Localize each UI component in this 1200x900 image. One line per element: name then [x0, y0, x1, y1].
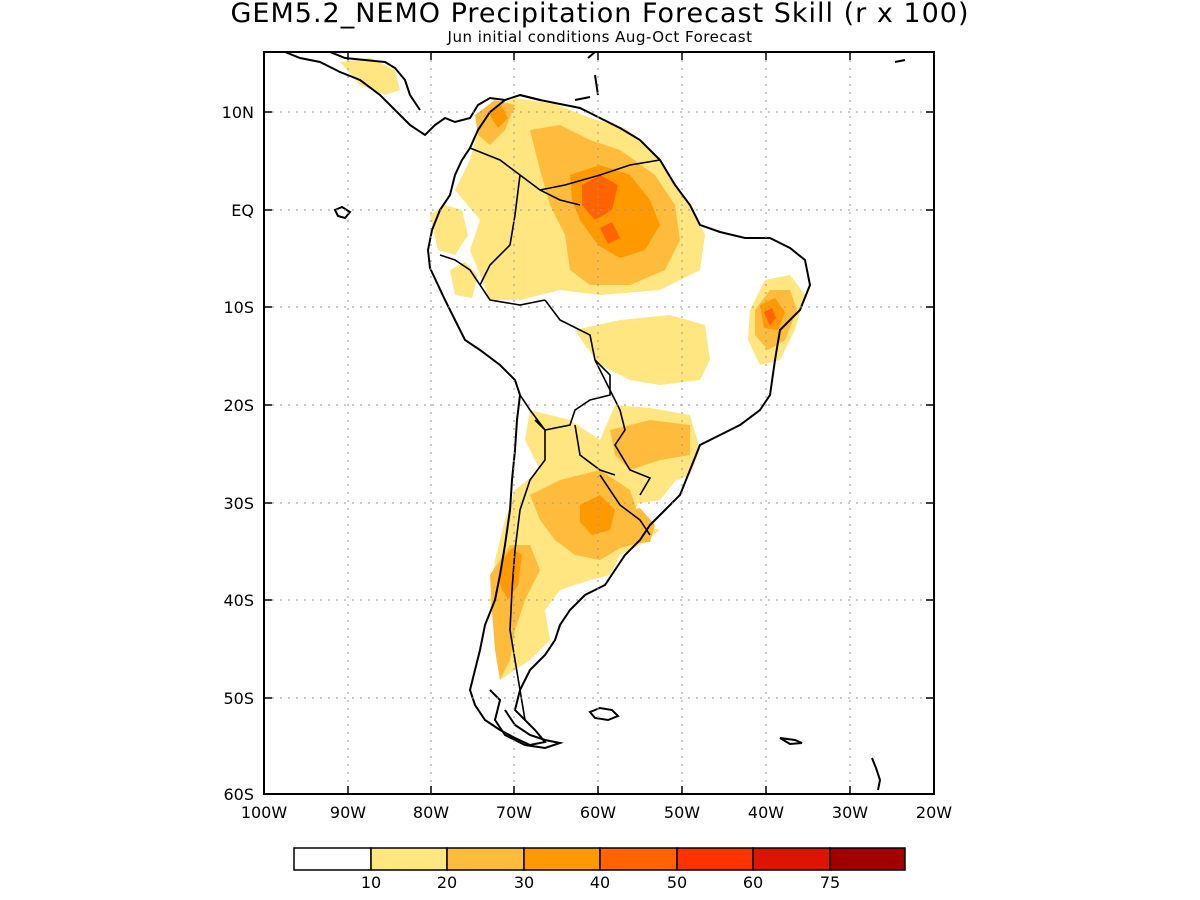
- lon-label-80w: 80W: [413, 803, 449, 822]
- shade-uruguay: [615, 508, 655, 545]
- lon-label-50w: 50W: [664, 803, 700, 822]
- shade-south-brazil: [610, 420, 690, 470]
- colorbar-label-50: 50: [667, 873, 687, 892]
- caribbean-islands: [519, 52, 906, 101]
- lat-label-eq: EQ: [231, 201, 254, 220]
- lon-label-70w: 70W: [496, 803, 532, 822]
- lon-label-20w: 20W: [916, 803, 952, 822]
- lat-label-60s: 60S: [223, 785, 254, 804]
- map-subtitle: Jun initial conditions Aug-Oct Forecast: [447, 28, 753, 46]
- south-georgia: [779, 737, 803, 746]
- colorbar-bin-5: [676, 847, 754, 871]
- shade-ne-brazil-max: [764, 308, 776, 326]
- shade-central-amazon: [575, 315, 710, 385]
- falkland-islands: [588, 706, 620, 722]
- colorbar-bin-4: [599, 847, 678, 871]
- colorbar-bin-3: [523, 847, 601, 871]
- tierra-del-fuego: [489, 689, 564, 750]
- shade-chile-coast: [500, 548, 522, 600]
- country-borders: [439, 147, 661, 721]
- shade-amazon-delta-peak: [600, 222, 620, 244]
- colorbar-label-60: 60: [743, 873, 763, 892]
- lat-label-30s: 30S: [223, 494, 254, 513]
- map-title: GEM5.2_NEMO Precipitation Forecast Skill…: [230, 0, 970, 29]
- south-america-coast: [426, 93, 812, 747]
- colorbar-bin-0: [293, 847, 372, 871]
- lat-label-50s: 50S: [223, 689, 254, 708]
- shade-peru: [450, 262, 478, 298]
- colorbar-label-40: 40: [590, 873, 610, 892]
- lon-label-60w: 60W: [580, 803, 616, 822]
- lat-label-10n: 10N: [222, 103, 254, 122]
- lon-labels: 100W 90W 80W 70W 60W 50W 40W 30W 20W: [241, 803, 952, 822]
- colorbar-label-30: 30: [514, 873, 534, 892]
- lat-label-10s: 10S: [223, 298, 254, 317]
- lat-labels: 10N EQ 10S 20S 30S 40S 50S 60S: [222, 103, 254, 804]
- colorbar-label-10: 10: [361, 873, 381, 892]
- colorbar-bin-1: [370, 847, 448, 871]
- colorbar-label-20: 20: [437, 873, 457, 892]
- colorbar: [293, 847, 906, 871]
- coastlines: [284, 52, 906, 791]
- map-frame: [263, 51, 935, 795]
- central-america-coast: [284, 52, 506, 137]
- sandwich-islands: [871, 757, 882, 791]
- shade-guiana-peak: [582, 175, 618, 220]
- colorbar-bin-6: [752, 847, 831, 871]
- shade-pacific-coast: [430, 205, 468, 255]
- lat-label-40s: 40S: [223, 591, 254, 610]
- lon-label-90w: 90W: [330, 803, 366, 822]
- ticks: [264, 52, 934, 794]
- shade-se-brazil: [615, 450, 700, 505]
- shade-central-america: [340, 58, 400, 95]
- lon-label-100w: 100W: [241, 803, 288, 822]
- skill-shading: [340, 58, 805, 680]
- colorbar-bin-7: [829, 847, 906, 871]
- lon-label-40w: 40W: [748, 803, 784, 822]
- colorbar-bin-2: [446, 847, 525, 871]
- shade-chaco-peak: [580, 495, 615, 535]
- colorbar-label-75: 75: [820, 873, 840, 892]
- lat-label-20s: 20S: [223, 396, 254, 415]
- galapagos: [333, 205, 352, 220]
- colorbar-labels: 10 20 30 40 50 60 75: [361, 873, 840, 892]
- lon-label-30w: 30W: [832, 803, 868, 822]
